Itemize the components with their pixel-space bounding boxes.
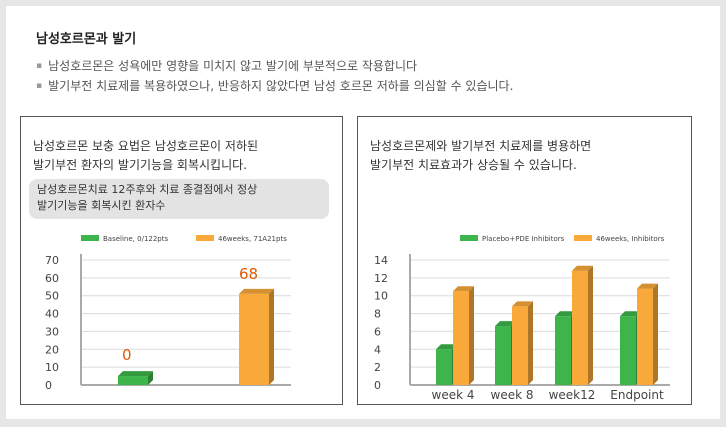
y-tick-label: 12 [374,272,388,285]
bar-46weeks [512,306,528,385]
y-tick-label: 8 [374,308,381,321]
left-description-line: 남성호르몬 보충 요법은 남성호르몬이 저하된 [33,139,259,153]
right-description-line: 발기부전 치료효과가 상승될 수 있습니다. [370,158,577,172]
bar-placebo [620,316,636,385]
legend-swatch [460,235,478,241]
x-tick-label: week12 [549,388,596,402]
bar-baseline-side [148,371,153,385]
y-tick-label: 10 [374,290,388,303]
y-tick-label: 60 [45,272,59,285]
bar-46weeks-top [453,286,474,292]
y-tick-label: 14 [374,254,388,267]
bar-46weeks [572,270,588,385]
bar-placebo [495,326,511,385]
right-bar-chart: Placebo+PDE Inhibitors 46weeks, Inhibitor… [374,235,670,402]
data-label: 68 [239,265,258,283]
page-title: 남성호르몬과 발기 [36,32,137,47]
bar-baseline [118,376,148,385]
legend-swatch [81,235,99,241]
bullet-item: 남성호르몬은 성욕에만 영향을 미치지 않고 발기에 부분적으로 작용합니다 [36,56,513,76]
legend-swatch [196,235,214,241]
y-tick-label: 4 [374,343,381,356]
bar-46weeks [453,291,469,385]
right-description-line: 남성호르몬제와 발기부전 치료제를 병용하면 [370,139,592,153]
y-tick-label: 2 [374,361,381,374]
legend-label: Placebo+PDE Inhibitors [482,235,565,243]
content-frame: 남성호르몬과 발기 남성호르몬은 성욕에만 영향을 미치지 않고 발기에 부분적… [6,6,720,419]
left-bar-chart: Baseline, 0/122pts 46weeks, 71A21pts 0 10 20… [45,235,291,392]
bar-46weeks-side [653,283,658,385]
bar-46weeks-top [572,265,593,271]
x-tick-label: week 4 [432,388,475,402]
left-chart-panel: 남성호르몬 보충 요법은 남성호르몬이 저하된 발기부전 환자의 발기기능을 회… [20,116,343,405]
bar-placebo-top [436,344,457,350]
legend-label: Baseline, 0/122pts [103,235,168,243]
x-tick-label: Endpoint [610,388,664,402]
bullet-item: 발기부전 치료제를 복용하였으나, 반응하지 않았다면 남성 호르몬 저하를 의… [36,76,513,96]
bullet-list: 남성호르몬은 성욕에만 영향을 미치지 않고 발기에 부분적으로 작용합니다 발… [36,56,513,96]
legend-label: 46weeks, 71A21pts [218,235,287,243]
bar-placebo [555,316,571,385]
bar-46weeks-side [588,265,593,385]
y-tick-label: 40 [45,308,59,321]
bar-46weeks-top [512,301,533,307]
bar-46weeks [239,293,269,385]
left-description: 남성호르몬 보충 요법은 남성호르몬이 저하된 발기부전 환자의 발기기능을 회… [33,137,258,175]
callout-line: 남성호르몬치료 12주후와 치료 종결점에서 정상 [37,183,258,196]
y-tick-label: 50 [45,290,59,303]
bar-baseline-top [118,371,153,377]
bar-46weeks-top [239,288,274,294]
legend-label: 46weeks, Inhibitors [596,235,665,243]
right-description: 남성호르몬제와 발기부전 치료제를 병용하면 발기부전 치료효과가 상승될 수 … [370,137,591,175]
bar-46weeks-side [469,286,474,385]
y-tick-label: 6 [374,325,381,338]
y-tick-label: 10 [45,361,59,374]
y-tick-label: 30 [45,325,59,338]
x-tick-label: week 8 [491,388,534,402]
callout-line: 발기기능을 회복시킨 환자수 [37,199,166,212]
bar-placebo-top [620,311,641,317]
bar-placebo-top [555,311,576,317]
callout-box: 남성호르몬치료 12주후와 치료 종결점에서 정상 발기기능을 회복시킨 환자수 [29,179,329,219]
right-chart-panel: 남성호르몬제와 발기부전 치료제를 병용하면 발기부전 치료효과가 상승될 수 … [357,116,692,405]
data-label: 0 [122,346,132,364]
bar-placebo-top [495,321,516,327]
y-tick-label: 0 [374,379,381,392]
bar-46weeks-side [269,288,274,385]
left-description-line: 발기부전 환자의 발기기능을 회복시킵니다. [33,158,247,172]
y-tick-label: 20 [45,343,59,356]
y-tick-label: 70 [45,254,59,267]
legend-swatch [574,235,592,241]
y-tick-label: 0 [45,379,52,392]
bar-46weeks-side [528,301,533,385]
bar-46weeks-top [637,283,658,289]
bar-46weeks [637,288,653,385]
bar-placebo [436,349,452,385]
